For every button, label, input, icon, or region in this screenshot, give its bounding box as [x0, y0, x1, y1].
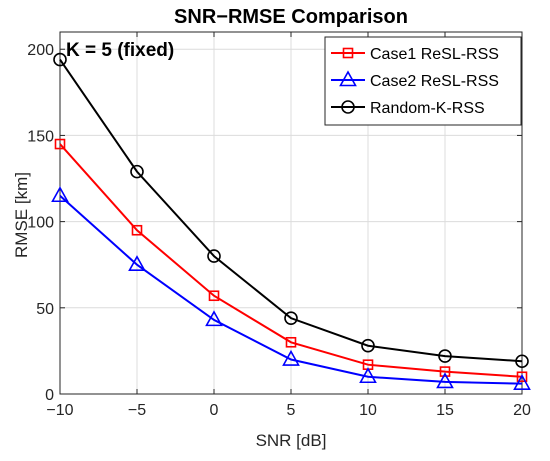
data-point-marker [131, 224, 143, 236]
x-tick-label: 15 [436, 402, 454, 419]
data-point-marker [438, 349, 452, 363]
x-tick-label: 5 [287, 402, 296, 419]
data-point-marker [285, 336, 297, 348]
data-point-marker [128, 255, 146, 272]
data-point-marker [207, 249, 221, 263]
data-point-marker [282, 349, 300, 366]
y-axis-label: RMSE [km] [12, 172, 31, 258]
series-layer [51, 52, 531, 390]
data-point-marker [205, 310, 223, 327]
x-tick-label: 10 [359, 402, 377, 419]
series-1 [54, 138, 528, 383]
x-tick-label: −10 [46, 402, 73, 419]
x-tick-label: 0 [210, 402, 219, 419]
legend-label: Random-K-RSS [370, 100, 485, 117]
data-point-marker [208, 290, 220, 302]
y-tick-label: 100 [27, 215, 54, 232]
data-point-marker [515, 354, 529, 369]
y-tick-label: 150 [27, 128, 54, 145]
y-tick-label: 50 [36, 301, 54, 318]
series-line [59, 59, 523, 363]
x-axis-label: SNR [dB] [256, 431, 327, 450]
legend: Case1 ReSL-RSS Case2 ReSL-RSS Random-K-RSS [324, 36, 522, 126]
legend-marker [339, 70, 357, 87]
series-3 [53, 52, 529, 369]
data-point-marker [284, 311, 298, 325]
data-point-marker [439, 366, 451, 377]
data-point-marker [130, 164, 144, 179]
series-line [59, 143, 523, 378]
legend-marker [341, 100, 355, 114]
data-point-marker [54, 138, 66, 150]
x-tick-label: −5 [128, 402, 146, 419]
legend-label: Case2 ReSL-RSS [370, 73, 499, 90]
x-tick-label: 20 [513, 402, 531, 419]
series-2 [51, 186, 531, 390]
k-fixed-annotation: K = 5 (fixed) [66, 40, 174, 61]
series-line [59, 195, 523, 385]
legend-label: Case1 ReSL-RSS [370, 46, 499, 63]
data-point-marker [361, 338, 375, 353]
chart-title: SNR−RMSE Comparison [174, 6, 408, 28]
y-tick-label: 200 [27, 42, 54, 59]
data-point-marker [516, 371, 528, 383]
data-point-marker [513, 374, 531, 390]
y-tick-label: 0 [45, 387, 54, 404]
data-point-marker [53, 52, 67, 67]
data-point-marker [359, 367, 377, 384]
data-point-marker [51, 186, 69, 203]
legend-marker [342, 47, 354, 59]
data-point-marker [436, 372, 454, 389]
